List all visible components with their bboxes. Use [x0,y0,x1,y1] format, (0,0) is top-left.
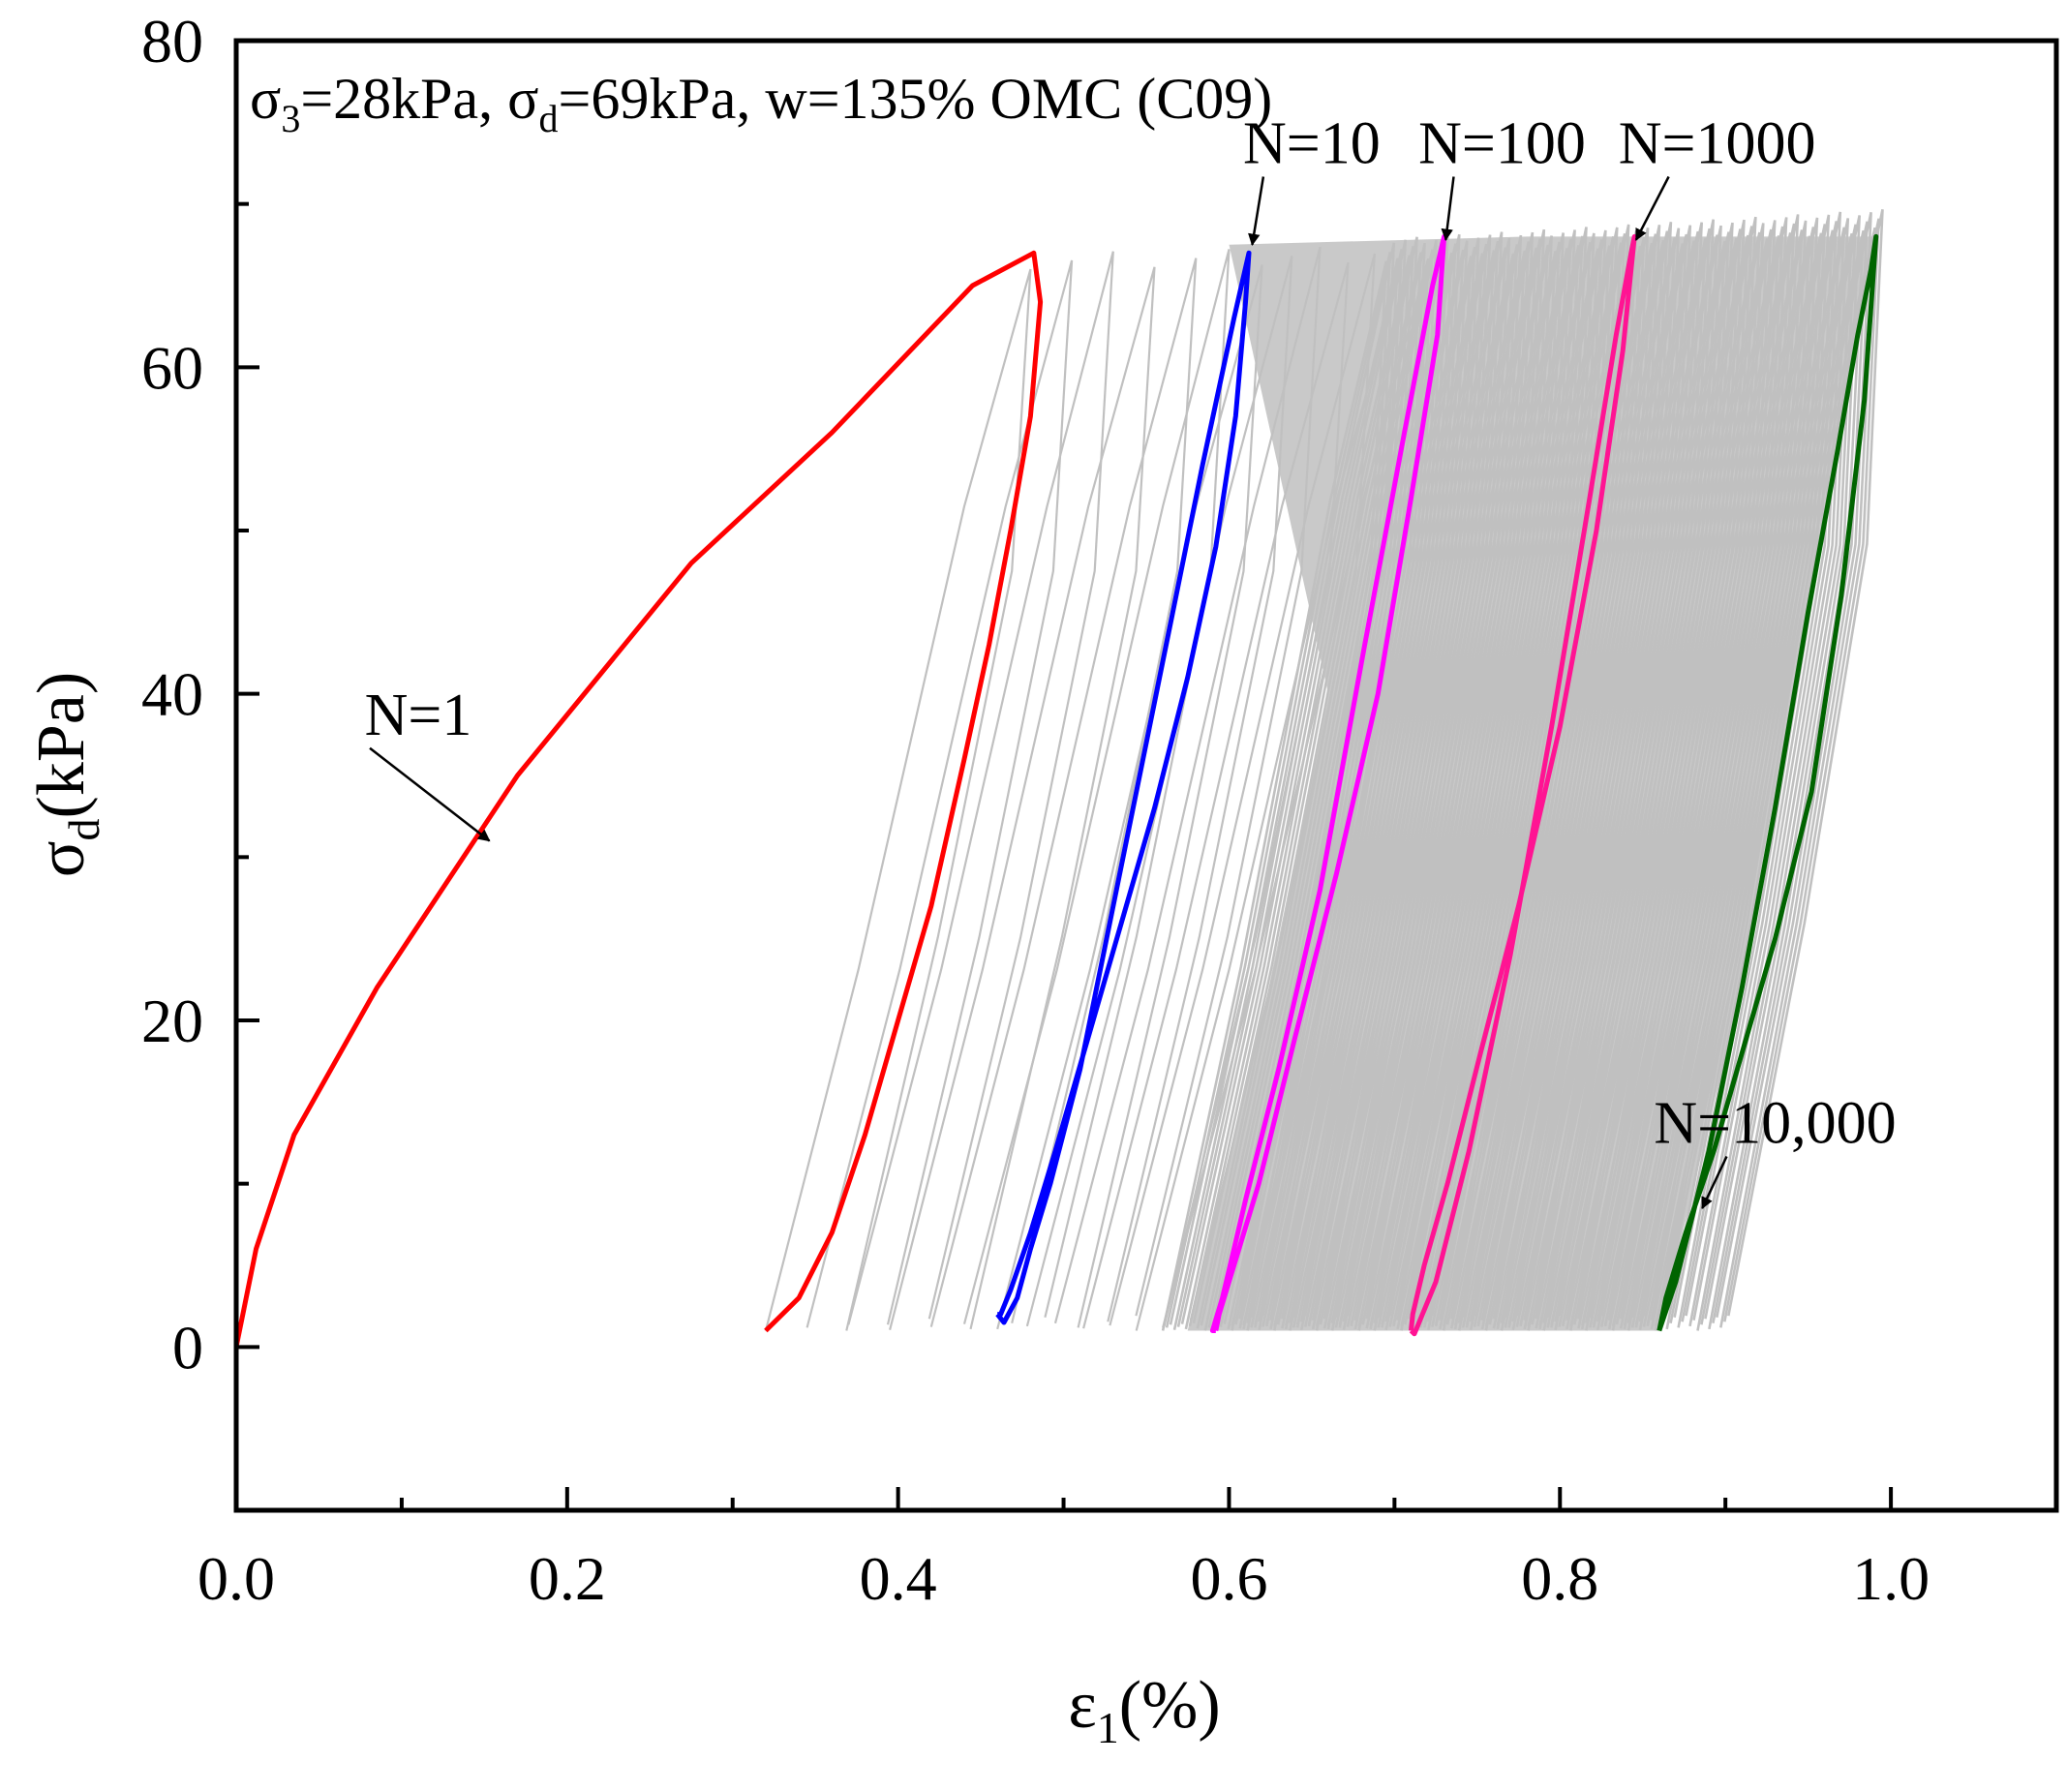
x-tick-label: 0.2 [529,1544,606,1613]
annotation-label: N=10 [1243,111,1381,177]
y-axis-title: σd(kPa) [24,672,108,877]
annotation-label: N=1000 [1619,111,1816,177]
x-axis-title: ε1(%) [1068,1668,1220,1752]
x-tick-label: 0.0 [198,1544,275,1613]
x-tick-label: 0.4 [860,1544,937,1613]
plot-frame [233,38,2059,1513]
x-tick-label: 0.6 [1190,1544,1267,1613]
y-tick-label: 20 [141,987,203,1055]
y-axis-ticks: 0 20 40 60 80 [141,7,259,1512]
gray-cycle-early-2 [847,251,1114,1325]
annotation-arrow [1441,176,1455,242]
series-n1 [236,250,1044,1348]
y-tick-label: 60 [141,333,203,402]
chart-title: σ3=28kPa, σd=69kPa, w=135% OMC (C09) [250,67,1272,140]
gray-cycle-early-6 [996,264,1263,1330]
gray-cycle-early-4 [929,258,1198,1327]
gray-dense-band [1187,236,1876,1331]
x-axis-ticks: 0.0 0.2 0.4 0.6 0.8 1.0 [198,1487,1930,1613]
series-n10000 [1657,233,1879,1332]
x-tick-label: 0.8 [1521,1544,1598,1613]
y-tick-label: 0 [172,1313,203,1382]
annotation-arrow [1634,175,1670,241]
annotation-label: N=100 [1418,111,1586,177]
annotation-arrow [369,746,491,842]
annotation-label: N=1 [365,683,472,748]
gray-cycle-early-0 [764,268,1032,1331]
annotation-arrow [1248,176,1265,247]
gray-cycle-early-3 [889,266,1156,1330]
y-tick-label: 40 [141,660,203,729]
y-tick-label: 80 [141,7,203,76]
gray-cycle-early-1 [806,259,1074,1328]
annotation-arrow [1701,1155,1728,1210]
x-tick-label: 1.0 [1852,1544,1930,1613]
gray-cycle-early-5 [962,249,1231,1324]
annotation-label: N=10,000 [1654,1091,1896,1157]
intermediate-cycles [764,209,1884,1331]
series-n10 [995,250,1252,1325]
series-n1000 [1409,233,1637,1337]
annotations: N=1 N=10 N=100 N=1000 N=10,000 [365,111,1897,1210]
highlighted-cycles [236,233,1879,1348]
